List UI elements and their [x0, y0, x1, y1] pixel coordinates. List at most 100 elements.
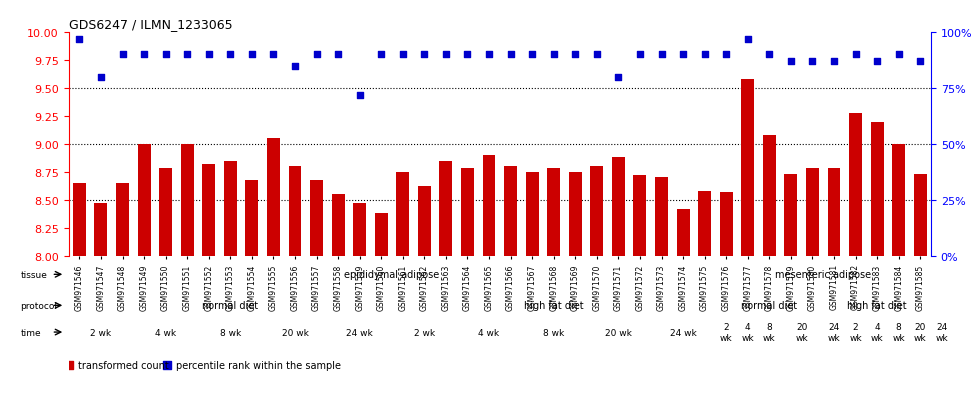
Text: 4
wk: 4 wk: [871, 323, 883, 342]
Text: 20
wk: 20 wk: [796, 323, 808, 342]
Point: [783, 59, 799, 65]
Bar: [784, 175, 798, 256]
Bar: [741, 80, 755, 256]
Bar: [827, 169, 841, 256]
Bar: [374, 214, 388, 256]
Text: transformed count: transformed count: [78, 361, 170, 370]
Text: 24 wk: 24 wk: [669, 328, 697, 337]
Point: [257, 268, 272, 275]
Text: high fat diet: high fat diet: [848, 301, 907, 311]
Point: [72, 36, 87, 43]
Bar: [417, 187, 431, 256]
Text: 8
wk: 8 wk: [763, 323, 775, 342]
Point: [330, 52, 346, 59]
Point: [632, 52, 648, 59]
Bar: [94, 204, 108, 256]
Bar: [806, 169, 819, 256]
Bar: [913, 175, 927, 256]
Point: [158, 52, 173, 59]
Bar: [245, 180, 259, 256]
Bar: [655, 178, 668, 256]
Bar: [73, 183, 86, 256]
Text: 4 wk: 4 wk: [478, 328, 500, 337]
Bar: [633, 176, 647, 256]
Bar: [698, 191, 711, 256]
Point: [287, 63, 303, 70]
Point: [675, 52, 691, 59]
Bar: [331, 195, 345, 256]
Point: [460, 52, 475, 59]
Bar: [504, 167, 517, 256]
Point: [524, 52, 540, 59]
Bar: [612, 158, 625, 256]
Point: [179, 52, 195, 59]
Text: high fat diet: high fat diet: [524, 301, 583, 311]
Point: [416, 52, 432, 59]
Bar: [137, 145, 151, 256]
Text: 4
wk: 4 wk: [742, 323, 754, 342]
Bar: [202, 165, 216, 256]
Text: 20 wk: 20 wk: [605, 328, 632, 337]
Point: [115, 52, 130, 59]
Bar: [547, 169, 561, 256]
Point: [93, 74, 109, 81]
Point: [848, 52, 863, 59]
Text: 2 wk: 2 wk: [414, 328, 435, 337]
Text: normal diet: normal diet: [741, 301, 798, 311]
Bar: [396, 173, 410, 256]
Text: 2
wk: 2 wk: [720, 323, 732, 342]
Bar: [223, 161, 237, 256]
Point: [136, 52, 152, 59]
Bar: [892, 145, 906, 256]
Point: [352, 92, 368, 99]
Text: 8
wk: 8 wk: [893, 323, 905, 342]
Bar: [439, 161, 453, 256]
Point: [546, 52, 562, 59]
Point: [438, 52, 454, 59]
Point: [244, 52, 260, 59]
Text: 20
wk: 20 wk: [914, 323, 926, 342]
Point: [589, 52, 605, 59]
Point: [697, 52, 712, 59]
Bar: [482, 156, 496, 256]
Point: [266, 52, 281, 59]
Point: [805, 59, 820, 65]
Text: 4 wk: 4 wk: [155, 328, 176, 337]
Bar: [719, 192, 733, 256]
Text: GDS6247 / ILMN_1233065: GDS6247 / ILMN_1233065: [69, 17, 232, 31]
Text: 24
wk: 24 wk: [936, 323, 948, 342]
Bar: [849, 113, 862, 256]
Point: [567, 52, 583, 59]
Bar: [870, 122, 884, 256]
Text: epididymal adipose: epididymal adipose: [344, 270, 440, 280]
Bar: [590, 167, 604, 256]
Point: [611, 74, 626, 81]
Text: percentile rank within the sample: percentile rank within the sample: [176, 361, 341, 370]
Text: 24
wk: 24 wk: [828, 323, 840, 342]
Text: time: time: [21, 328, 41, 337]
Point: [912, 59, 928, 65]
Bar: [461, 169, 474, 256]
Text: 2
wk: 2 wk: [850, 323, 861, 342]
Point: [740, 36, 756, 43]
Point: [891, 52, 907, 59]
Bar: [159, 169, 172, 256]
Point: [481, 52, 497, 59]
Point: [222, 52, 238, 59]
Bar: [353, 204, 367, 256]
Point: [309, 52, 324, 59]
Text: 2 wk: 2 wk: [90, 328, 112, 337]
Text: 8 wk: 8 wk: [543, 328, 564, 337]
Text: mesenteric adipose: mesenteric adipose: [775, 270, 871, 280]
Point: [718, 52, 734, 59]
Bar: [676, 209, 690, 256]
Point: [654, 52, 669, 59]
Bar: [288, 167, 302, 256]
Text: tissue: tissue: [21, 270, 47, 279]
Bar: [525, 173, 539, 256]
Text: 24 wk: 24 wk: [346, 328, 373, 337]
Point: [826, 59, 842, 65]
Bar: [762, 135, 776, 256]
Text: 20 wk: 20 wk: [281, 328, 309, 337]
Text: normal diet: normal diet: [202, 301, 259, 311]
